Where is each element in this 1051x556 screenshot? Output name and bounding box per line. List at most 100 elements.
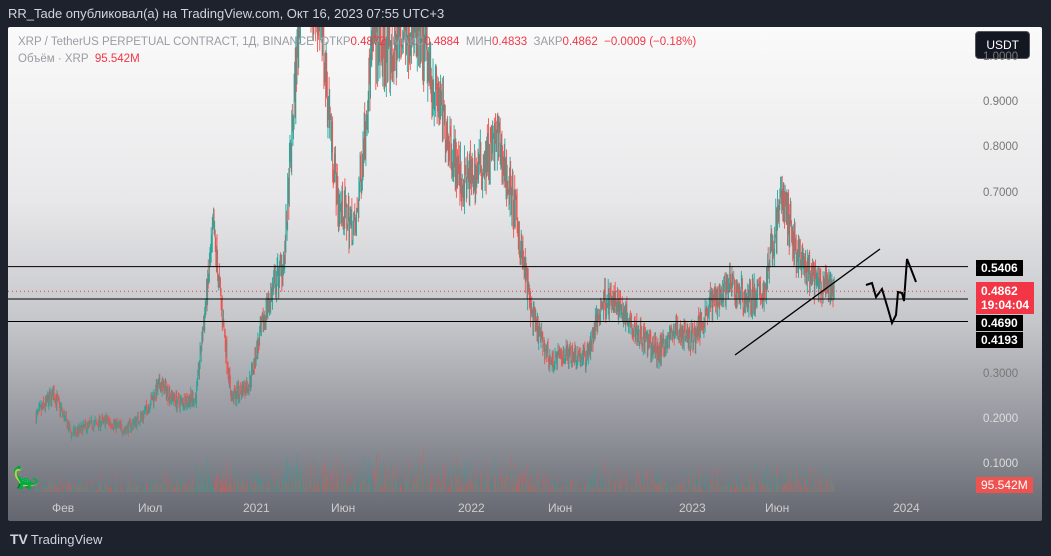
tradingview-logo[interactable]: TV TradingView — [10, 531, 102, 547]
volume-bar — [791, 491, 793, 492]
volume-bar — [501, 484, 502, 492]
volume-bar — [586, 484, 588, 492]
volume-bar — [543, 489, 545, 492]
volume-bar — [750, 481, 752, 492]
volume-bar — [282, 486, 284, 492]
volume-bar — [301, 479, 303, 492]
volume-bar — [555, 487, 557, 492]
volume-bar — [826, 481, 828, 492]
volume-bar — [95, 491, 97, 492]
volume-bar — [544, 476, 546, 492]
volume-bar — [539, 487, 541, 492]
volume-bar — [203, 489, 205, 492]
volume-bar — [558, 488, 560, 492]
volume-bar — [800, 490, 802, 492]
volume-bar — [36, 475, 38, 492]
price-chart[interactable] — [8, 27, 1042, 521]
volume-bar — [656, 485, 658, 492]
volume-bar — [618, 481, 620, 492]
volume-bar — [434, 488, 436, 492]
volume-bar — [478, 480, 480, 492]
currency-button[interactable]: USDT — [975, 31, 1030, 59]
volume-bar — [534, 483, 536, 492]
volume-bar — [172, 489, 174, 492]
projection-drawing[interactable] — [865, 258, 917, 326]
volume-bar — [395, 478, 397, 492]
volume-bar — [753, 481, 755, 492]
volume-bar — [91, 479, 93, 492]
volume-bar — [314, 480, 316, 492]
volume-bar — [108, 485, 110, 492]
volume-bar — [336, 468, 338, 492]
volume-bar — [822, 490, 823, 492]
volume-bar — [772, 488, 774, 492]
volume-bar — [787, 470, 788, 492]
volume-bar — [684, 475, 686, 492]
volume-bar — [426, 470, 428, 492]
volume-bar — [280, 489, 282, 492]
volume-bar — [339, 486, 341, 492]
volume-bar — [693, 483, 694, 492]
volume-bar — [355, 486, 356, 492]
volume-bar — [150, 486, 151, 492]
volume-bar — [604, 460, 606, 492]
volume-bar — [589, 483, 591, 492]
volume-bar — [51, 480, 53, 492]
volume-bar — [267, 487, 269, 492]
volume-bar — [532, 476, 534, 492]
volume-bar — [733, 489, 735, 492]
volume-bar — [413, 479, 415, 492]
x-tick-label: Фев — [52, 501, 75, 515]
volume-bar — [216, 483, 217, 492]
volume-bar — [245, 483, 247, 492]
volume-bar — [613, 485, 614, 492]
volume-bar — [254, 482, 255, 492]
volume-bar — [676, 487, 678, 492]
volume-bar — [192, 476, 194, 492]
volume-bar — [552, 486, 554, 492]
volume-bar — [418, 468, 419, 492]
volume-bar — [721, 485, 722, 492]
volume-bar — [476, 482, 478, 492]
volume-bar — [792, 473, 794, 492]
volume-bar — [108, 489, 109, 492]
volume-bar — [520, 488, 522, 492]
volume-bar — [351, 473, 353, 492]
volume-bar — [619, 485, 621, 492]
volume-bar — [794, 475, 795, 492]
volume-bar — [579, 491, 581, 492]
volume-bar — [162, 489, 164, 492]
volume-bar — [694, 483, 696, 492]
volume-bar — [126, 487, 128, 492]
volume-bar — [668, 490, 669, 492]
volume-bar — [824, 486, 826, 492]
volume-bar — [366, 486, 368, 492]
volume-bar — [412, 485, 414, 492]
dino-icon[interactable]: 🦕 — [12, 465, 40, 490]
volume-bar — [708, 485, 710, 492]
volume-bar — [763, 471, 765, 492]
volume-bar — [283, 491, 285, 492]
trend-line[interactable] — [734, 248, 881, 356]
volume-bar — [734, 488, 736, 492]
volume-bar — [193, 490, 195, 492]
volume-bar — [442, 482, 444, 492]
volume-bar — [199, 482, 200, 492]
volume-bar — [186, 482, 188, 492]
volume-bar — [695, 478, 697, 492]
volume-bar — [563, 484, 565, 492]
volume-bar — [352, 478, 354, 492]
volume-bar — [168, 490, 170, 492]
volume-bar — [143, 486, 144, 492]
volume-bar — [331, 489, 332, 492]
chart-panel[interactable]: XRP / TetherUS PERPETUAL CONTRACT, 1Д, B… — [8, 27, 1042, 521]
volume-bar — [380, 484, 382, 492]
volume-bar — [492, 486, 494, 492]
volume-bar — [417, 469, 419, 492]
volume-bar — [634, 481, 636, 492]
volume-bar — [587, 481, 589, 492]
volume-bar — [78, 477, 80, 492]
volume-bar — [160, 485, 161, 492]
volume-bar — [752, 472, 753, 492]
volume-bar — [330, 472, 332, 492]
